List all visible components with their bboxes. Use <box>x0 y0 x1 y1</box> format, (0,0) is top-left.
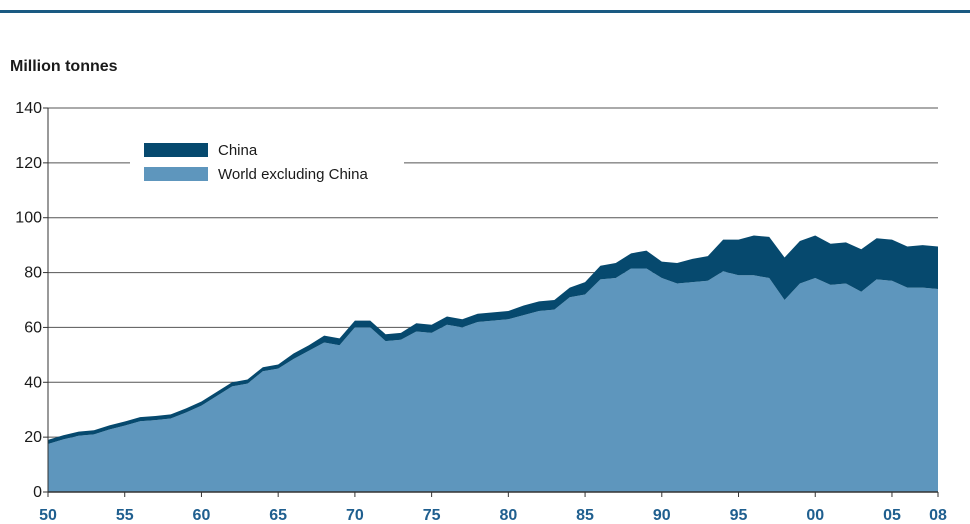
x-tick-label-08: 08 <box>929 507 947 524</box>
x-tick-label-80: 80 <box>499 507 517 524</box>
x-tick-label-00: 00 <box>806 507 824 524</box>
x-tick-label-60: 60 <box>193 507 211 524</box>
y-tick-label-0: 0 <box>33 484 42 501</box>
legend-label-world-excluding-china: World excluding China <box>218 166 368 183</box>
x-tick-label-65: 65 <box>269 507 287 524</box>
x-tick-label-75: 75 <box>423 507 441 524</box>
x-tick-label-95: 95 <box>730 507 748 524</box>
y-tick-label-40: 40 <box>24 374 42 391</box>
legend-swatch-world-excluding-china <box>144 167 208 181</box>
y-axis-unit-label: Million tonnes <box>10 58 118 75</box>
area-china <box>48 235 938 444</box>
y-tick-label-140: 140 <box>15 100 42 117</box>
x-tick-label-70: 70 <box>346 507 364 524</box>
y-tick-label-20: 20 <box>24 429 42 446</box>
area-layers <box>48 235 938 492</box>
x-tick-label-50: 50 <box>39 507 57 524</box>
x-tick-label-90: 90 <box>653 507 671 524</box>
x-tick-label-85: 85 <box>576 507 594 524</box>
x-tick-label-55: 55 <box>116 507 134 524</box>
y-tick-label-60: 60 <box>24 319 42 336</box>
area-world-excluding-china <box>48 268 938 492</box>
legend-label-china: China <box>218 142 258 159</box>
y-tick-label-120: 120 <box>15 155 42 172</box>
axes: 0 20 40 60 80 100 120 140 50 55 60 65 70 75 80 85 90 95 00… <box>15 100 947 524</box>
x-tick-label-05: 05 <box>883 507 901 524</box>
legend: China World excluding China <box>144 142 368 183</box>
legend-swatch-china <box>144 143 208 157</box>
y-tick-label-100: 100 <box>15 210 42 227</box>
top-rule <box>0 10 970 13</box>
y-tick-label-80: 80 <box>24 265 42 282</box>
